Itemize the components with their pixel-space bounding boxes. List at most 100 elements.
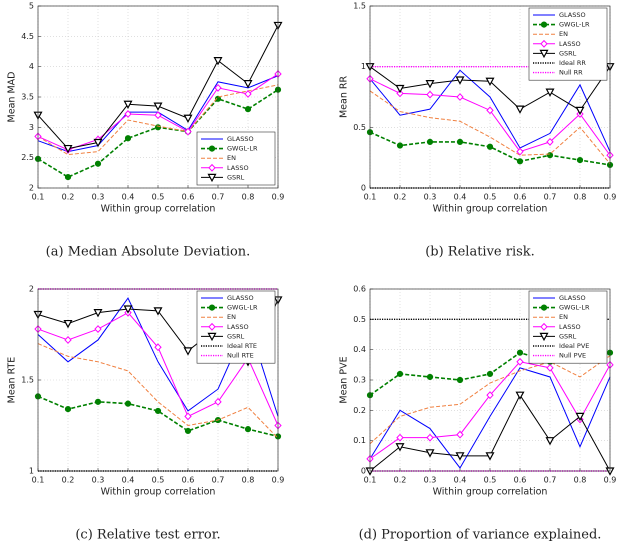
marker bbox=[183, 114, 193, 123]
y-tick-label: 0.2 bbox=[353, 406, 366, 415]
x-tick-label: 0.7 bbox=[212, 193, 225, 202]
x-axis-label: Within group correlation bbox=[101, 204, 216, 215]
x-tick-label: 0.6 bbox=[182, 193, 195, 202]
x-tick-label: 0.8 bbox=[242, 476, 255, 485]
marker bbox=[486, 143, 494, 150]
y-tick-label: 0 bbox=[361, 184, 366, 193]
marker bbox=[456, 93, 464, 101]
marker bbox=[123, 305, 133, 314]
marker bbox=[243, 80, 253, 89]
x-tick-label: 0.6 bbox=[514, 476, 527, 485]
y-tick-label: 3 bbox=[29, 123, 34, 132]
marker bbox=[576, 156, 584, 164]
marker bbox=[546, 363, 554, 372]
x-tick-label: 0.9 bbox=[272, 193, 285, 202]
plot-frame bbox=[369, 288, 611, 472]
y-tick-label: 0.1 bbox=[353, 436, 366, 445]
legend-label: GSRL bbox=[227, 332, 245, 340]
y-tick-label: 1.5 bbox=[353, 2, 366, 11]
x-tick-label: 0.3 bbox=[424, 193, 437, 202]
marker bbox=[94, 160, 102, 167]
x-tick-label: 0.8 bbox=[574, 476, 587, 485]
marker bbox=[214, 397, 222, 406]
x-tick-label: 0.2 bbox=[62, 476, 75, 485]
y-tick-label: 5 bbox=[29, 2, 34, 11]
x-tick-label: 0.4 bbox=[454, 193, 467, 202]
marker bbox=[545, 437, 555, 446]
marker bbox=[208, 145, 216, 152]
marker bbox=[426, 373, 434, 381]
marker bbox=[93, 138, 103, 148]
marker bbox=[153, 102, 163, 111]
marker bbox=[456, 430, 464, 439]
x-axis-label: Within group correlation bbox=[433, 487, 548, 498]
y-tick-label: 1 bbox=[29, 467, 34, 476]
marker bbox=[64, 406, 72, 413]
marker bbox=[184, 412, 192, 421]
marker bbox=[184, 427, 192, 435]
x-tick-label: 0.5 bbox=[484, 476, 497, 485]
plot-frame bbox=[369, 5, 611, 189]
marker bbox=[94, 398, 102, 405]
legend-label: Null RTE bbox=[227, 352, 254, 360]
x-tick-label: 0.9 bbox=[272, 476, 285, 485]
marker bbox=[63, 144, 73, 154]
y-tick-label: 3.5 bbox=[21, 93, 34, 102]
legend-label: GWGL-LR bbox=[559, 21, 590, 29]
plot-frame bbox=[37, 288, 279, 472]
marker bbox=[486, 370, 494, 378]
marker bbox=[154, 111, 162, 120]
marker bbox=[485, 452, 495, 461]
legend-label: LASSO bbox=[559, 323, 581, 331]
marker bbox=[396, 89, 404, 98]
marker bbox=[539, 49, 549, 59]
x-tick-label: 0.3 bbox=[92, 193, 105, 202]
x-tick-label: 0.5 bbox=[484, 193, 497, 202]
marker bbox=[515, 105, 525, 114]
y-tick-label: 1 bbox=[361, 62, 366, 71]
marker bbox=[575, 106, 585, 116]
x-tick-label: 0.8 bbox=[574, 193, 587, 202]
subplot: 1 1.5 2 0.1 0.2 0.3 0.4 0.5 0.6 0.7 0.8 0.9 Within g… bbox=[7, 285, 285, 543]
caption: (b) Relative risk. bbox=[425, 245, 535, 260]
x-tick-label: 0.5 bbox=[152, 193, 165, 202]
marker bbox=[456, 138, 464, 145]
marker bbox=[64, 173, 72, 181]
series-line bbox=[37, 395, 279, 438]
marker bbox=[575, 412, 585, 422]
marker bbox=[395, 443, 405, 452]
y-tick-label: 0.5 bbox=[353, 123, 366, 132]
marker bbox=[64, 336, 72, 344]
marker bbox=[540, 322, 548, 331]
x-tick-label: 0.3 bbox=[92, 476, 105, 485]
marker bbox=[183, 347, 193, 356]
x-tick-label: 0.9 bbox=[604, 476, 617, 485]
y-tick-label: 0.4 bbox=[353, 345, 366, 354]
series-line bbox=[369, 69, 611, 152]
marker bbox=[124, 110, 132, 118]
marker bbox=[515, 391, 525, 400]
caption: (a) Median Absolute Deviation. bbox=[46, 245, 251, 260]
legend-label: LASSO bbox=[559, 40, 581, 48]
marker bbox=[425, 449, 435, 458]
y-tick-label: 4 bbox=[29, 62, 34, 71]
series-line bbox=[369, 355, 611, 445]
caption: (d) Proportion of variance explained. bbox=[359, 528, 602, 543]
legend-label: GLASSO bbox=[559, 11, 586, 19]
legend-label: EN bbox=[227, 313, 236, 321]
x-tick-label: 0.9 bbox=[604, 193, 617, 202]
marker bbox=[207, 332, 217, 342]
legend-label: GSRL bbox=[559, 49, 577, 57]
x-tick-label: 0.4 bbox=[454, 476, 467, 485]
legend-label: GLASSO bbox=[559, 294, 586, 302]
marker bbox=[486, 106, 494, 115]
x-tick-label: 0.6 bbox=[182, 476, 195, 485]
series-line bbox=[37, 343, 279, 439]
y-tick-label: 2 bbox=[29, 285, 34, 294]
legend-label: GSRL bbox=[227, 173, 245, 181]
x-tick-label: 0.6 bbox=[514, 193, 527, 202]
marker bbox=[426, 90, 434, 99]
x-tick-label: 0.1 bbox=[364, 476, 377, 485]
x-tick-label: 0.3 bbox=[424, 476, 437, 485]
x-tick-label: 0.4 bbox=[122, 476, 135, 485]
